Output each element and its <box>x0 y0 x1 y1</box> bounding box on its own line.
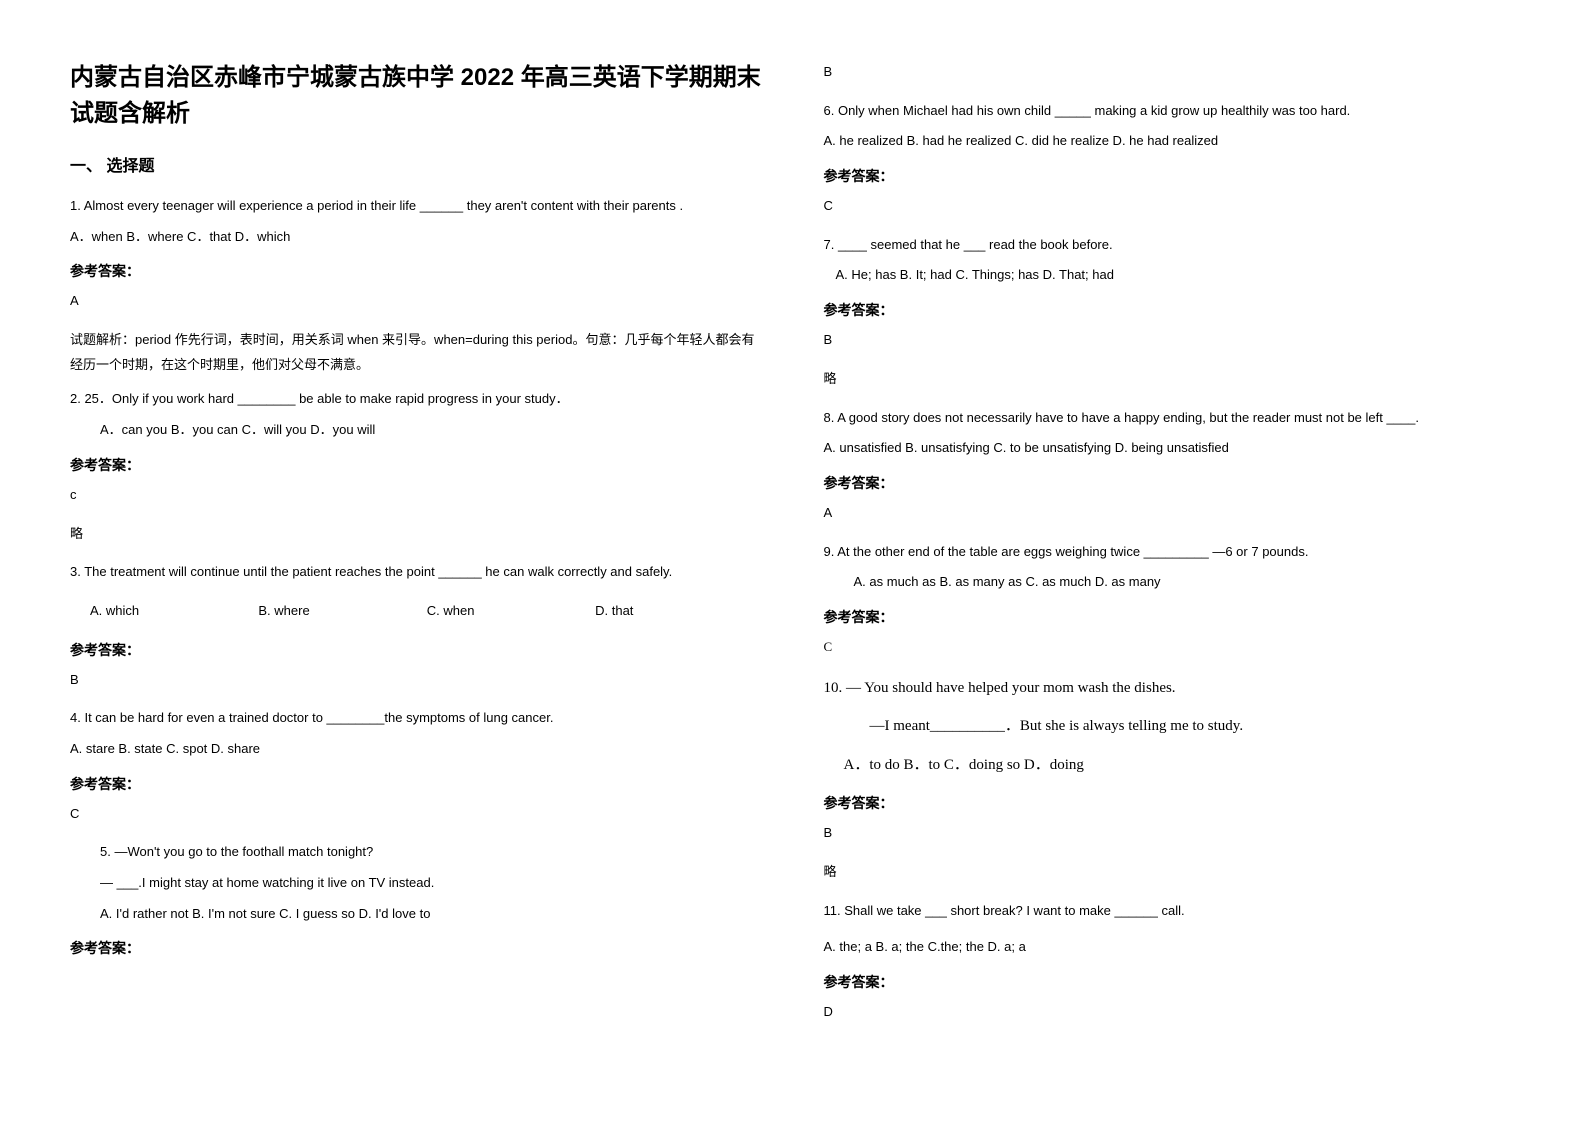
q4-answer: C <box>70 802 764 827</box>
q3-text: 3. The treatment will continue until the… <box>70 560 764 585</box>
q8-answer: A <box>824 501 1518 526</box>
q11-answer: D <box>824 1000 1518 1025</box>
q3-opt-d: D. that <box>595 599 763 624</box>
q7-omit: 略 <box>824 367 1518 392</box>
q1-answer: A <box>70 289 764 314</box>
q2-omit: 略 <box>70 522 764 547</box>
q6-options: A. he realized B. had he realized C. did… <box>824 129 1518 154</box>
q3-opt-a: A. which <box>90 599 258 624</box>
q2-answer: c <box>70 483 764 508</box>
q9-options: A. as much as B. as many as C. as much D… <box>824 570 1518 595</box>
q3-opt-b: B. where <box>258 599 426 624</box>
q8-text: 8. A good story does not necessarily hav… <box>824 406 1518 431</box>
q3-options: A. which B. where C. when D. that <box>70 599 764 624</box>
q11-options: A. the; a B. a; the C.the; the D. a; a <box>824 935 1518 960</box>
q11-answer-label: 参考答案： <box>824 972 1518 992</box>
q9-answer: C <box>824 635 1518 660</box>
left-column: 内蒙古自治区赤峰市宁城蒙古族中学 2022 年高三英语下学期期末试题含解析 一、… <box>70 60 764 1062</box>
q5-line-a: 5. —Won't you go to the foothall match t… <box>70 840 764 865</box>
q1-explanation: 试题解析：period 作先行词，表时间，用关系词 when 来引导。when=… <box>70 328 764 377</box>
q7-answer: B <box>824 328 1518 353</box>
document-title: 内蒙古自治区赤峰市宁城蒙古族中学 2022 年高三英语下学期期末试题含解析 <box>70 60 764 132</box>
q3-answer: B <box>70 668 764 693</box>
q8-options: A. unsatisfied B. unsatisfying C. to be … <box>824 436 1518 461</box>
q10-options: A．to do B．to C．doing so D．doing <box>824 751 1518 780</box>
q5-answer: B <box>824 60 1518 85</box>
q10-answer: B <box>824 821 1518 846</box>
q2-options: A．can you B．you can C．will you D．you wil… <box>70 418 764 443</box>
q8-answer-label: 参考答案： <box>824 473 1518 493</box>
q6-answer: C <box>824 194 1518 219</box>
q5-answer-label-left: 参考答案： <box>70 938 764 958</box>
q3-answer-label: 参考答案： <box>70 640 764 660</box>
q7-answer-label: 参考答案： <box>824 300 1518 320</box>
q6-text: 6. Only when Michael had his own child _… <box>824 99 1518 124</box>
q10-line-b: —I meant__________．But she is always tel… <box>824 712 1518 741</box>
q7-text: 7. ____ seemed that he ___ read the book… <box>824 233 1518 258</box>
q9-answer-label: 参考答案： <box>824 607 1518 627</box>
q10-omit: 略 <box>824 860 1518 885</box>
q4-options: A. stare B. state C. spot D. share <box>70 737 764 762</box>
q7-options: A. He; has B. It; had C. Things; has D. … <box>824 263 1518 288</box>
q6-answer-label: 参考答案： <box>824 166 1518 186</box>
q9-text: 9. At the other end of the table are egg… <box>824 540 1518 565</box>
right-column: B 6. Only when Michael had his own child… <box>824 60 1518 1062</box>
q2-text: 2. 25．Only if you work hard ________ be … <box>70 387 764 412</box>
q3-opt-c: C. when <box>427 599 595 624</box>
q4-answer-label: 参考答案： <box>70 774 764 794</box>
q5-options: A. I'd rather not B. I'm not sure C. I g… <box>70 902 764 927</box>
q2-answer-label: 参考答案： <box>70 455 764 475</box>
q5-line-b: — ___.I might stay at home watching it l… <box>70 871 764 896</box>
section-header-1: 一、 选择题 <box>70 152 764 176</box>
q11-text: 11. Shall we take ___ short break? I wan… <box>824 899 1518 924</box>
q1-options: A．when B．where C．that D．which <box>70 225 764 250</box>
q10-answer-label: 参考答案： <box>824 793 1518 813</box>
q1-text: 1. Almost every teenager will experience… <box>70 194 764 219</box>
q4-text: 4. It can be hard for even a trained doc… <box>70 706 764 731</box>
q10-line-a: 10. — You should have helped your mom wa… <box>824 674 1518 703</box>
q1-answer-label: 参考答案： <box>70 261 764 281</box>
